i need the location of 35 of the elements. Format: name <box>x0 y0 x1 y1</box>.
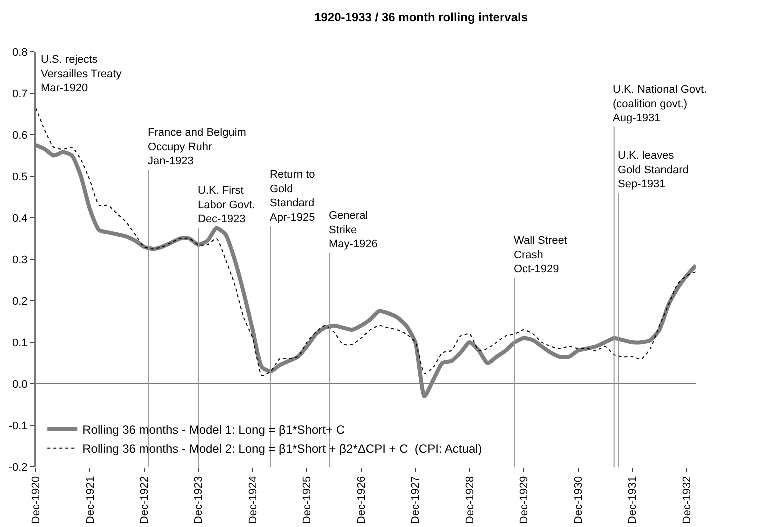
annotation: U.S. rejects Versailles Treaty Mar-1920 <box>41 54 122 95</box>
y-tick-label: 0.6 <box>12 130 28 142</box>
y-tick-label: 0.8 <box>12 46 28 59</box>
ref-line-label: Return to Gold Standard Apr-1925 <box>270 169 316 224</box>
x-tick-label: Dec-1926 <box>356 476 368 524</box>
chart-title: 1920-1933 / 36 month rolling intervals <box>314 10 528 25</box>
x-tick-label: Dec-1932 <box>681 476 694 524</box>
x-tick-label: Dec-1924 <box>248 476 260 524</box>
x-tick-label: Dec-1927 <box>410 476 422 524</box>
x-tick-label: Dec-1922 <box>138 476 151 524</box>
y-tick-label: 0.5 <box>12 171 28 184</box>
x-tick-label: Dec-1925 <box>302 476 314 524</box>
y-tick-label: 0.4 <box>12 212 28 225</box>
x-tick-label: Dec-1928 <box>464 476 476 524</box>
legend-label: Rolling 36 months - Model 1: Long = β1*Short+ C <box>82 423 346 438</box>
ref-line-label: U.K. leaves Gold Standard Sep-1931 <box>618 150 689 191</box>
x-tick-label: Dec-1929 <box>518 476 531 524</box>
y-tick-label: 0.0 <box>12 378 28 391</box>
x-tick-label: Dec-1923 <box>193 476 206 524</box>
ref-line-label: U.K. National Govt. (coalition govt.) Aug-1931 <box>613 84 708 125</box>
y-tick-label: 0.7 <box>12 88 28 100</box>
y-tick-label: -0.2 <box>8 462 28 474</box>
ref-line-label: General Strike May-1926 <box>329 210 378 251</box>
legend-label: Rolling 36 months - Model 2: Long = β1*Short + β2*ΔCPI + C (CPI: Actual) <box>82 442 482 456</box>
x-tick-label: Dec-1920 <box>30 476 43 524</box>
y-tick-label: 0.2 <box>12 296 28 308</box>
ref-line-label: Wall Street Crash Oct-1929 <box>514 235 568 276</box>
ref-line-label: France and Belguim Occupy Ruhr Jan-1923 <box>148 127 246 168</box>
y-tick-label: 0.3 <box>12 254 28 266</box>
x-tick-label: Dec-1930 <box>572 476 585 524</box>
x-tick-label: Dec-1921 <box>84 476 97 524</box>
ref-line-label: U.K. First Labor Govt. Dec-1923 <box>198 185 256 226</box>
x-tick-label: Dec-1931 <box>627 476 640 524</box>
y-tick-label: 0.1 <box>12 337 28 350</box>
y-tick-label: -0.1 <box>8 420 28 432</box>
